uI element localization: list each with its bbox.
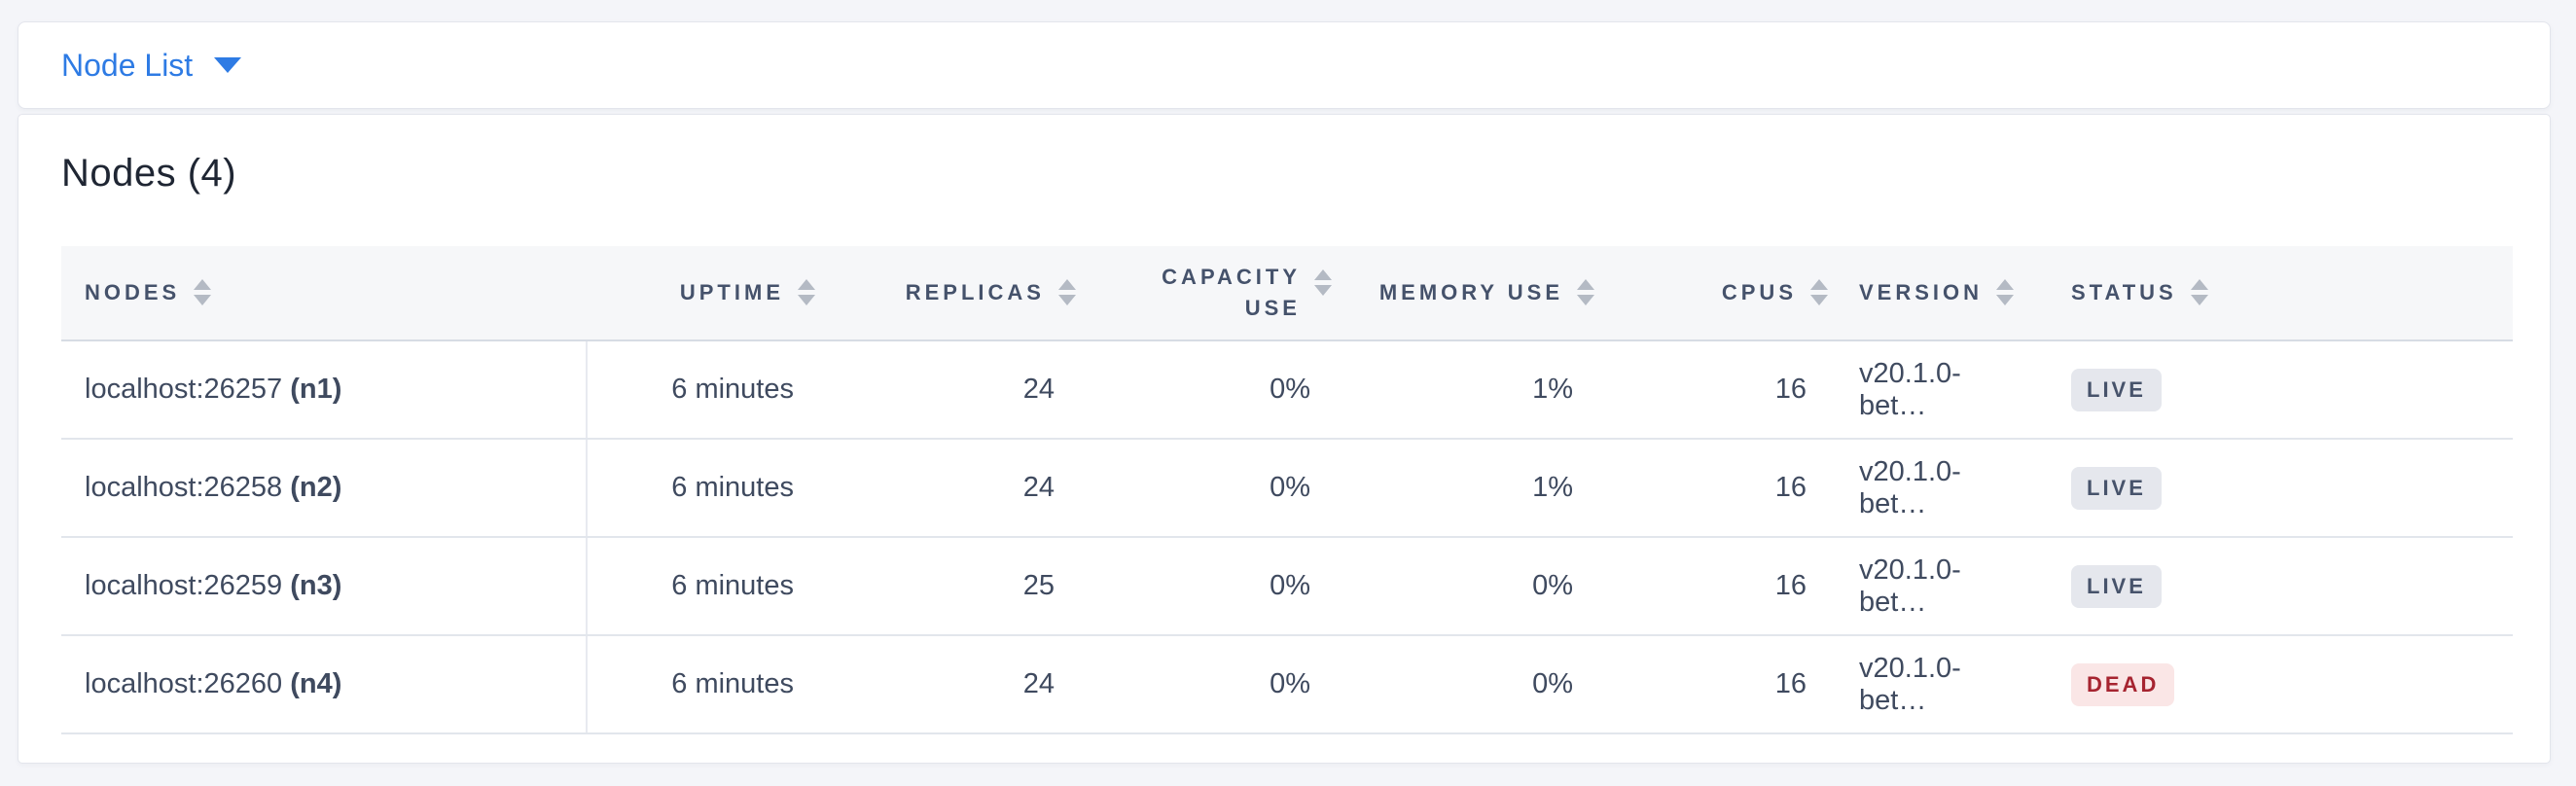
sort-arrows-icon[interactable] bbox=[1996, 279, 2015, 306]
node-cpus-cell: 16 bbox=[1596, 340, 1830, 440]
column-header-nodes[interactable]: NODES bbox=[61, 246, 587, 341]
column-header-version[interactable]: VERSION bbox=[1830, 246, 2042, 341]
node-uptime-cell: 6 minutes bbox=[587, 340, 817, 440]
column-header-replicas[interactable]: REPLICAS bbox=[817, 246, 1078, 341]
node-cpus-cell: 16 bbox=[1596, 537, 1830, 636]
view-dropdown[interactable]: Node List bbox=[61, 47, 242, 84]
status-badge: LIVE bbox=[2071, 564, 2162, 608]
column-header-status[interactable]: STATUS bbox=[2042, 246, 2513, 341]
table-row: localhost:26259 (n3) 6 minutes 25 0% 0% 16 v20… bbox=[61, 537, 2513, 636]
node-memory_use-cell: 1% bbox=[1334, 439, 1596, 538]
node-address-cell: localhost:26257 (n1) bbox=[61, 340, 588, 440]
node-capacity_use-cell: 0% bbox=[1078, 635, 1334, 734]
table-row: localhost:26257 (n1) 6 minutes 24 0% 1% 16 v20… bbox=[61, 340, 2513, 440]
table-row: localhost:26258 (n2) 6 minutes 24 0% 1% 16 v20… bbox=[61, 439, 2513, 538]
view-selector-bar: Node List bbox=[18, 21, 2551, 109]
column-header-cpus[interactable]: CPUS bbox=[1596, 246, 1830, 341]
node-address-cell: localhost:26259 (n3) bbox=[61, 537, 588, 636]
node-memory_use-cell: 1% bbox=[1334, 340, 1596, 440]
column-header-label: UPTIME bbox=[679, 280, 784, 305]
node-replicas-cell: 24 bbox=[817, 340, 1078, 440]
node-uptime-cell: 6 minutes bbox=[587, 635, 817, 734]
sort-arrows-icon[interactable] bbox=[1577, 279, 1594, 306]
node-cpus-cell: 16 bbox=[1596, 635, 1830, 734]
node-id: (n2) bbox=[290, 472, 342, 503]
status-badge: LIVE bbox=[2071, 368, 2162, 411]
node-capacity_use-cell: 0% bbox=[1078, 439, 1334, 538]
node-capacity_use-cell: 0% bbox=[1078, 340, 1334, 440]
status-badge: DEAD bbox=[2071, 662, 2175, 706]
page: Node List Nodes (4) NODES UPTIME REPLICAS C… bbox=[18, 21, 2551, 764]
status-badge: LIVE bbox=[2071, 466, 2162, 510]
node-memory_use-cell: 0% bbox=[1334, 537, 1596, 636]
node-status-cell: DEAD bbox=[2042, 635, 2513, 734]
sort-arrows-icon[interactable] bbox=[2190, 279, 2208, 306]
node-address-cell: localhost:26258 (n2) bbox=[61, 439, 588, 538]
node-replicas-cell: 25 bbox=[817, 537, 1078, 636]
node-id: (n1) bbox=[290, 374, 342, 405]
sort-arrows-icon[interactable] bbox=[1314, 269, 1332, 297]
sort-arrows-icon[interactable] bbox=[194, 279, 212, 306]
column-header-memory_use[interactable]: MEMORY USE bbox=[1334, 246, 1596, 341]
table-row: localhost:26260 (n4) 6 minutes 24 0% 0% 16 v20… bbox=[61, 635, 2513, 734]
node-version-cell: v20.1.0-bet… bbox=[1830, 635, 2042, 734]
node-capacity_use-cell: 0% bbox=[1078, 537, 1334, 636]
node-id: (n4) bbox=[290, 668, 342, 699]
node-address: localhost:26258 bbox=[85, 472, 291, 503]
node-address: localhost:26257 bbox=[85, 374, 291, 405]
column-header-label: REPLICAS bbox=[905, 280, 1045, 305]
view-dropdown-label: Node List bbox=[61, 47, 194, 83]
node-address: localhost:26259 bbox=[85, 570, 291, 601]
node-version-cell: v20.1.0-bet… bbox=[1830, 537, 2042, 636]
node-version-cell: v20.1.0-bet… bbox=[1830, 340, 2042, 440]
sort-arrows-icon[interactable] bbox=[1810, 279, 1828, 306]
node-replicas-cell: 24 bbox=[817, 439, 1078, 538]
column-header-uptime[interactable]: UPTIME bbox=[587, 246, 817, 341]
node-address: localhost:26260 bbox=[85, 668, 291, 699]
node-memory_use-cell: 0% bbox=[1334, 635, 1596, 734]
node-status-cell: LIVE bbox=[2042, 439, 2513, 538]
sort-arrows-icon[interactable] bbox=[1058, 279, 1076, 306]
node-uptime-cell: 6 minutes bbox=[587, 537, 817, 636]
table-header-row: NODES UPTIME REPLICAS CAPACITY USE MEMORY US… bbox=[61, 246, 2513, 341]
node-id: (n3) bbox=[290, 570, 342, 601]
column-header-label: NODES bbox=[85, 280, 181, 305]
sort-arrows-icon[interactable] bbox=[798, 279, 815, 306]
node-address-cell: localhost:26260 (n4) bbox=[61, 635, 588, 734]
column-header-label: MEMORY USE bbox=[1378, 280, 1563, 305]
node-replicas-cell: 24 bbox=[817, 635, 1078, 734]
node-version-cell: v20.1.0-bet… bbox=[1830, 439, 2042, 538]
page-title: Nodes (4) bbox=[61, 152, 237, 195]
column-header-capacity_use[interactable]: CAPACITY USE bbox=[1078, 246, 1334, 341]
node-status-cell: LIVE bbox=[2042, 537, 2513, 636]
nodes-card: Nodes (4) NODES UPTIME REPLICAS CAPACITY US… bbox=[18, 114, 2551, 764]
column-header-label: CAPACITY USE bbox=[1162, 265, 1301, 320]
chevron-down-icon bbox=[214, 57, 242, 73]
nodes-table: NODES UPTIME REPLICAS CAPACITY USE MEMORY US… bbox=[61, 246, 2513, 734]
node-cpus-cell: 16 bbox=[1596, 439, 1830, 538]
node-uptime-cell: 6 minutes bbox=[587, 439, 817, 538]
column-header-label: STATUS bbox=[2071, 280, 2177, 305]
column-header-label: CPUS bbox=[1721, 280, 1797, 305]
column-header-label: VERSION bbox=[1859, 280, 1984, 305]
node-status-cell: LIVE bbox=[2042, 340, 2513, 440]
